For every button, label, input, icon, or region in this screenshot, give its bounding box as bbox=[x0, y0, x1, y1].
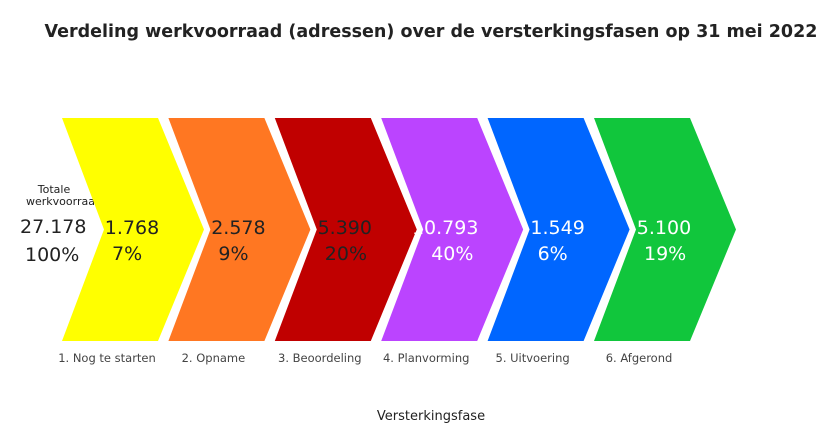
category-label-4: 4. Planvorming bbox=[383, 351, 469, 365]
chevron-6 bbox=[594, 118, 736, 341]
percent-label-5: 6% bbox=[538, 243, 568, 265]
x-axis-title: Versterkingsfase bbox=[376, 409, 486, 424]
value-label-3: 5.390 bbox=[318, 217, 372, 239]
value-label-2: 2.578 bbox=[211, 217, 265, 239]
chevron-1 bbox=[62, 118, 204, 341]
chevron-5 bbox=[487, 118, 630, 341]
category-label-2: 2. Opname bbox=[182, 351, 246, 365]
chevron-2 bbox=[168, 118, 311, 341]
chevron-4 bbox=[381, 118, 524, 341]
percent-label-4: 40% bbox=[431, 243, 473, 265]
category-label-1: 1. Nog te starten bbox=[58, 351, 156, 365]
category-label-3: 3. Beoordeling bbox=[278, 351, 362, 365]
percent-label-1: 7% bbox=[112, 243, 142, 265]
percent-label-2: 9% bbox=[218, 243, 248, 265]
value-label-4: 10.793 bbox=[412, 217, 478, 239]
chart-title: Verdeling werkvoorraad (adressen) over d… bbox=[44, 22, 818, 42]
percent-label-3: 20% bbox=[325, 243, 367, 265]
category-label-5: 5. Uitvoering bbox=[496, 351, 570, 365]
percent-label-6: 19% bbox=[644, 243, 686, 265]
value-label-1: 1.768 bbox=[105, 217, 159, 239]
total-caption-line1: Totale bbox=[37, 183, 71, 196]
total-percent: 100% bbox=[25, 244, 80, 266]
category-label-6: 6. Afgerond bbox=[606, 351, 673, 365]
chevron-3 bbox=[274, 118, 417, 341]
value-label-5: 1.549 bbox=[530, 217, 584, 239]
total-value: 27.178 bbox=[20, 216, 87, 238]
value-label-6: 5.100 bbox=[637, 217, 691, 239]
